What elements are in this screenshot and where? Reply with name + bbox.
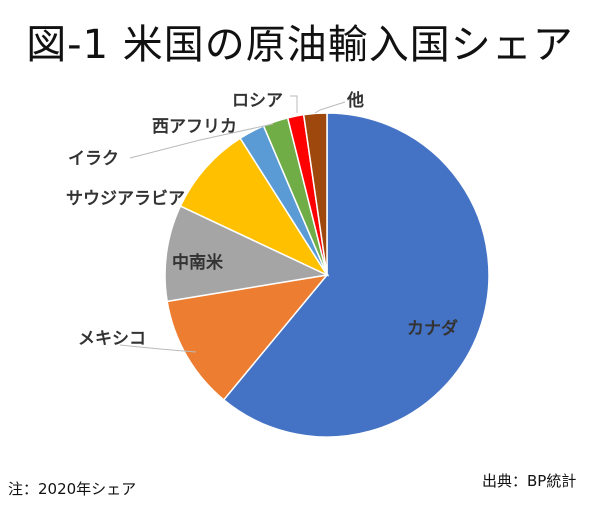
chart-title: 図-1 米国の原油輸入国シェア: [26, 22, 574, 68]
slice-label-canada: カナダ: [407, 319, 458, 339]
leader-line-mexico: [119, 344, 197, 353]
source-text: 出典：BP統計: [482, 472, 577, 490]
slice-label-mexico: メキシコ: [78, 329, 146, 349]
pie-slice-1: [166, 273, 329, 401]
slice-label-central-south-america: 中南米: [172, 253, 223, 273]
leader-line-iraq: [129, 123, 274, 159]
slice-label-other: 他: [347, 91, 364, 111]
pie-slice-0: [222, 112, 490, 438]
leader-line-russia: [290, 95, 298, 113]
slice-label-west-africa: 西アフリカ: [152, 117, 237, 137]
note-text: 注：2020年シェア: [8, 480, 137, 498]
pie-slice-3: [179, 137, 330, 277]
slice-label-russia: ロシア: [232, 91, 283, 111]
slice-label-iraq: イラク: [68, 149, 119, 169]
slice-label-saudi-arabia: サウジアラビア: [66, 189, 185, 209]
pie-slice-2: [164, 205, 330, 303]
pie-slice-7: [302, 112, 328, 276]
leader-lines: [119, 95, 346, 353]
leader-line-other: [314, 101, 346, 114]
